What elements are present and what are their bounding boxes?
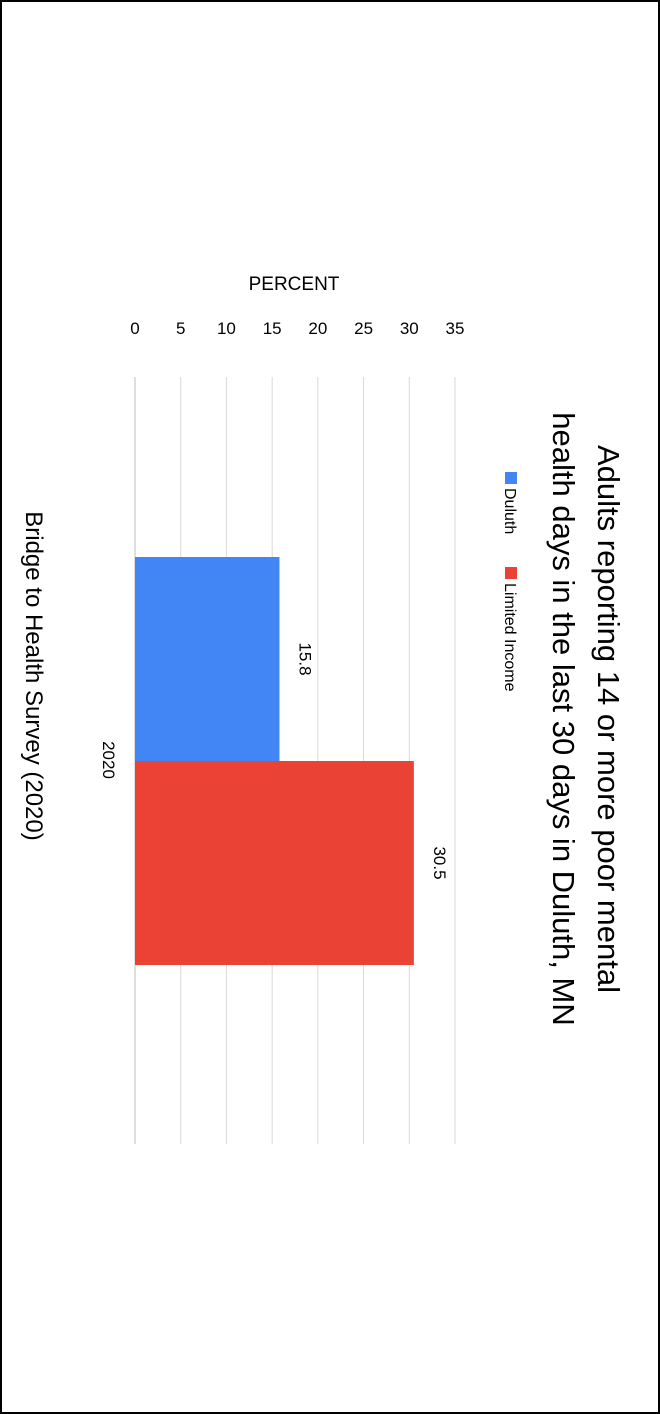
tick-label-35: 35: [446, 319, 465, 338]
legend: Duluth Limited Income: [501, 472, 518, 692]
category-label-2020: 2020: [99, 741, 118, 779]
bars: [135, 557, 414, 965]
data-label-duluth: 15.8: [295, 642, 314, 675]
chart-title-line-1: Adults reporting 14 or more poor mental: [591, 445, 626, 993]
bar-duluth-2020: [135, 557, 280, 761]
tick-label-30: 30: [400, 319, 419, 338]
gridlines: [134, 377, 456, 1144]
bar-limited-income-2020: [135, 761, 414, 965]
legend-label-duluth: Duluth: [501, 488, 518, 534]
tick-label-10: 10: [217, 319, 236, 338]
y-axis-title: PERCENT: [249, 274, 340, 295]
axis-tick-labels: 0 5 10 15 20 25 30 35: [130, 319, 464, 338]
data-labels: 15.8 30.5: [295, 642, 448, 879]
chart-title-line-2: health days in the last 30 days in Dulut…: [546, 412, 581, 1025]
legend-label-limited-income: Limited Income: [501, 583, 518, 692]
legend-swatch-limited-income: [505, 567, 517, 579]
source-note: Bridge to Health Survey (2020): [20, 511, 47, 841]
tick-label-25: 25: [354, 319, 373, 338]
data-label-limited-income: 30.5: [430, 846, 449, 879]
tick-label-0: 0: [130, 319, 139, 338]
tick-label-20: 20: [308, 319, 327, 338]
tick-label-15: 15: [263, 319, 282, 338]
legend-swatch-duluth: [505, 472, 517, 484]
tick-label-5: 5: [176, 319, 185, 338]
